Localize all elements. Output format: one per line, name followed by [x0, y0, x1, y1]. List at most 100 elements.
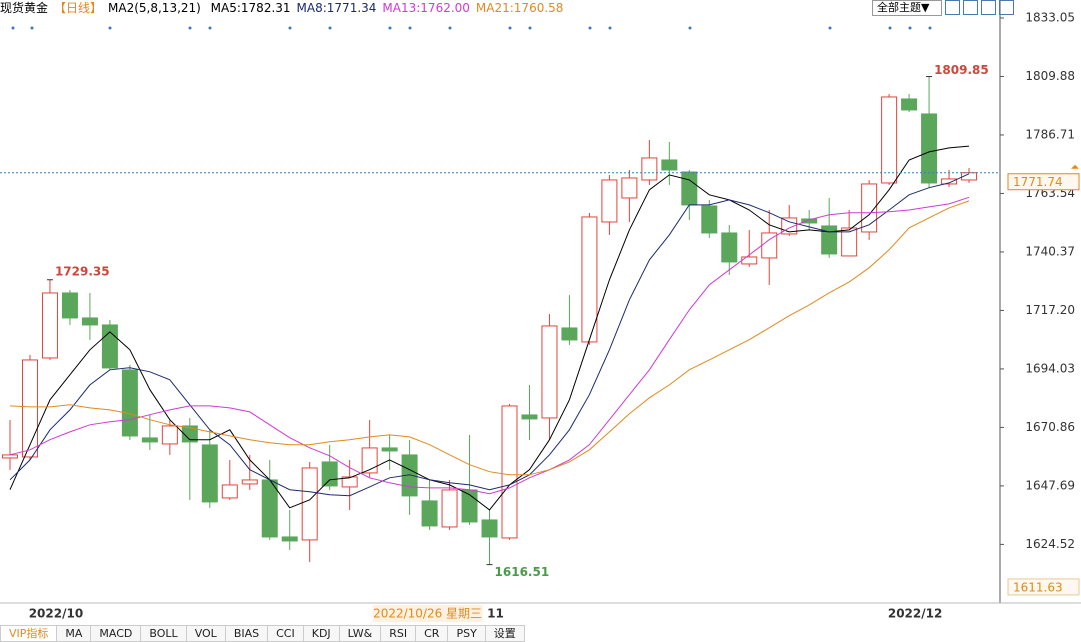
icon-button[interactable] — [945, 0, 960, 15]
candle-body — [561, 327, 578, 341]
candle-body — [81, 317, 98, 326]
bottom-marker-label: 1611.63 — [1013, 580, 1063, 594]
ma-line — [9, 200, 970, 476]
last-price-label: 1771.74 — [1013, 175, 1063, 189]
ma-line — [9, 145, 970, 511]
candle-body — [841, 227, 858, 257]
candle-body — [681, 171, 698, 206]
header: 现货黄金 【日线】 MA2(5,8,13,21) MA5:1782.31 MA8:17… — [0, 0, 1000, 16]
candle-body — [481, 519, 498, 538]
extreme-label: 1616.51 — [495, 565, 550, 579]
candle-body — [821, 225, 838, 255]
candle-body — [641, 157, 658, 181]
indicator-tab[interactable]: VOL — [186, 625, 226, 642]
candle-body — [941, 178, 958, 185]
indicator-tab[interactable]: PSY — [448, 625, 486, 642]
ma-line — [9, 173, 970, 497]
y-tick-label: 1624.52 — [1025, 537, 1075, 551]
indicator-tab[interactable]: VIP指标 — [0, 625, 58, 642]
theme-menu[interactable]: 全部主题▼ — [872, 0, 942, 16]
indicator-tab[interactable]: 设置 — [485, 625, 525, 642]
y-tick-label: 1809.88 — [1025, 69, 1075, 83]
y-tick-label: 1786.71 — [1025, 127, 1075, 141]
candle-body — [361, 447, 378, 474]
indicator-tab[interactable]: MA — [57, 625, 92, 642]
last-price-box — [1007, 173, 1080, 191]
x-tick-label: 2022/10 — [29, 607, 83, 621]
candle-body — [521, 414, 538, 420]
candle-body — [41, 292, 58, 359]
indicator-tab[interactable]: BIAS — [225, 625, 269, 642]
x-tick-label: 11 — [487, 607, 504, 621]
candle-body — [261, 479, 278, 538]
candle-body — [501, 405, 518, 539]
indicator-tab[interactable]: MACD — [91, 625, 142, 642]
icon-button[interactable] — [981, 0, 996, 15]
candle-body — [321, 461, 338, 487]
candle-body — [881, 96, 898, 184]
x-tick-label: 2022/12 — [888, 607, 942, 621]
indicator-label: MA2(5,8,13,21) — [108, 1, 201, 15]
icon-button[interactable] — [963, 0, 978, 15]
candle-body — [121, 369, 138, 437]
candle-body — [901, 98, 918, 111]
y-tick-label: 1740.37 — [1025, 244, 1075, 258]
candle-body — [301, 467, 318, 541]
tab-bar: VIP指标 MA MACD BOLL VOL BIAS CCI KDJ LW& RSI CR PSY 设… — [0, 625, 525, 642]
candle-body — [61, 292, 78, 319]
event-dots — [11, 26, 932, 30]
candle-body — [181, 425, 198, 443]
candle-body — [721, 232, 738, 263]
candle-body — [161, 425, 178, 445]
indicator-tab[interactable]: RSI — [381, 625, 417, 642]
indicator-tab[interactable]: BOLL — [141, 625, 187, 642]
cursor-date-label: 2022/10/26 星期三 — [373, 607, 482, 621]
y-tick-label: 1833.05 — [1025, 10, 1075, 24]
candle-body — [541, 325, 558, 419]
extreme-label: 1729.35 — [55, 264, 110, 278]
candle-body — [381, 447, 398, 452]
legend-entry: MA21:1760.58 — [475, 1, 564, 15]
candle-body — [141, 437, 158, 443]
y-tick-label: 1647.69 — [1025, 478, 1075, 492]
candle-body — [921, 113, 938, 184]
candle-body — [441, 489, 458, 528]
candle-body — [801, 218, 818, 224]
y-tick-label: 1717.20 — [1025, 303, 1075, 317]
candle-body — [2, 454, 18, 459]
candle-body — [201, 444, 218, 503]
legend-entry: MA8:1771.34 — [296, 1, 377, 15]
indicator-tab[interactable]: LW& — [339, 625, 382, 642]
candle-body — [601, 179, 618, 223]
y-tick-label: 1694.03 — [1025, 361, 1075, 375]
legend-entry: MA13:1762.00 — [382, 1, 470, 15]
candle-body — [861, 183, 878, 233]
candle-body — [741, 256, 758, 265]
y-tick-label: 1670.86 — [1025, 420, 1075, 434]
candle-body — [621, 177, 638, 199]
candle-body — [661, 159, 678, 171]
legend-entry: MA5:1782.31 — [210, 1, 291, 15]
candle-body — [701, 205, 718, 234]
ma-line — [9, 196, 970, 495]
indicator-tab[interactable]: KDJ — [303, 625, 340, 642]
cursor-date-box — [372, 605, 483, 622]
last-price-arrow — [1071, 164, 1079, 169]
candle-body — [21, 359, 38, 458]
icon-button[interactable] — [999, 0, 1014, 15]
chart: 1833.051809.881786.711763.541740.371717.… — [0, 0, 1081, 622]
bottom-marker-box — [1007, 578, 1080, 596]
candle-body — [581, 216, 598, 343]
candle-body — [341, 476, 358, 488]
candle-body — [221, 484, 238, 499]
indicator-tab[interactable]: CR — [416, 625, 449, 642]
candle-body — [281, 536, 298, 542]
extreme-label: 1809.85 — [934, 63, 989, 77]
controls: 全部主题▼ — [872, 0, 1014, 16]
candle-body — [421, 500, 438, 527]
candle-body — [241, 479, 258, 485]
period: 【日线】 — [54, 1, 103, 15]
indicator-tab[interactable]: CCI — [268, 625, 304, 642]
instrument: 现货黄金 — [0, 1, 49, 15]
